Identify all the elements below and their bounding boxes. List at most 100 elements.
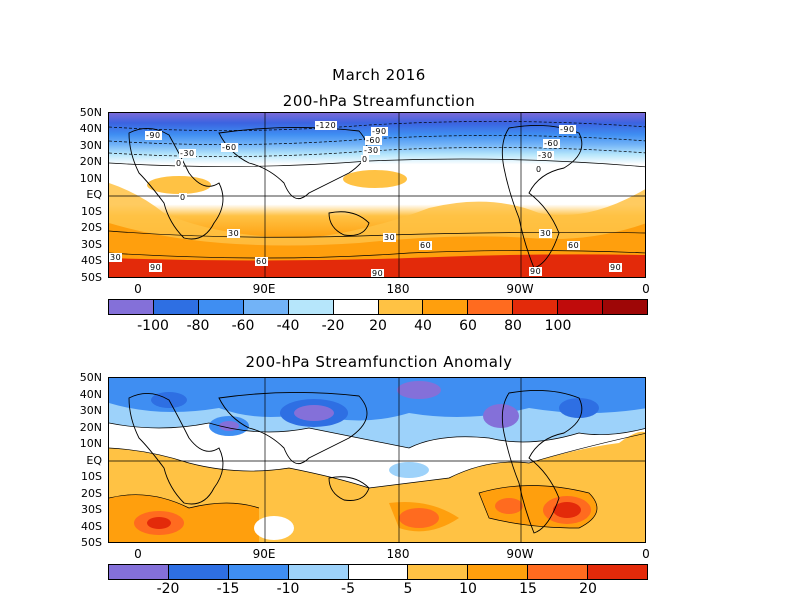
panel2-title: 200-hPa Streamfunction Anomaly: [245, 353, 513, 371]
colorbar-label: 60: [459, 318, 477, 334]
contour-label: 0: [361, 155, 369, 164]
contour-label: -30: [537, 151, 554, 160]
lat-label: 30S: [81, 503, 102, 516]
contour-label: 90: [371, 269, 385, 278]
colorbar-swatch: [109, 565, 169, 579]
contour-label: 0: [175, 159, 183, 168]
panel1-title: 200-hPa Streamfunction: [282, 92, 476, 110]
contour-label: 30: [539, 229, 553, 238]
colorbar-label: -5: [341, 581, 355, 597]
colorbar-swatch: [109, 300, 154, 314]
colorbar-swatch: [198, 300, 244, 314]
contour-label: 90: [609, 263, 623, 272]
colorbar-label: 20: [579, 581, 597, 597]
colorbar-label: 5: [403, 581, 413, 597]
lon-label: 90E: [252, 282, 276, 296]
contour-label: 0: [535, 165, 543, 174]
contour-label: -30: [179, 149, 196, 158]
streamfunction-anomaly-map: [108, 377, 646, 543]
colorbar-swatch: [288, 300, 334, 314]
contour-label: 30: [109, 253, 123, 262]
panel2-colorbar: [108, 564, 648, 580]
colorbar-label: 10: [459, 581, 477, 597]
lat-label: 40N: [79, 122, 102, 135]
contour-label: -90: [145, 131, 162, 140]
lat-label: 20N: [79, 421, 102, 434]
contour-label: -90: [559, 125, 576, 134]
panel1-colorbar: [108, 299, 648, 315]
colorbar-label: -20: [321, 318, 345, 334]
lat-label: 50S: [81, 536, 102, 549]
colorbar-label: 100: [544, 318, 572, 334]
lat-label: 30N: [79, 139, 102, 152]
colorbar-label: -40: [276, 318, 300, 334]
lat-label: 10N: [79, 437, 102, 450]
lat-label: 50N: [79, 106, 102, 119]
contour-label: -60: [221, 143, 238, 152]
colorbar-swatch: [528, 565, 589, 579]
figure-month-title: March 2016: [332, 66, 426, 84]
contour-label: 90: [149, 263, 163, 272]
lat-label: 20S: [81, 487, 102, 500]
colorbar-swatch: [168, 565, 229, 579]
lon-label: 0: [134, 547, 142, 561]
lon-label: 0: [642, 282, 650, 296]
contour-label: 60: [567, 241, 581, 250]
lon-label: 90E: [252, 547, 276, 561]
lon-label: 180: [386, 282, 410, 296]
colorbar-label: 80: [504, 318, 522, 334]
contour-label: 90: [529, 267, 543, 276]
lat-label: EQ: [86, 188, 102, 201]
lat-label: 30S: [81, 238, 102, 251]
colorbar-swatch: [558, 300, 604, 314]
colorbar-swatch: [408, 565, 469, 579]
colorbar-swatch: [228, 565, 289, 579]
contour-label: -60: [543, 139, 560, 148]
streamfunction-map: -90 -60 -30 0 -120 -90 -60 -30 0 -90 -60…: [108, 112, 646, 278]
colorbar-swatch: [243, 300, 289, 314]
contour-label: 30: [383, 233, 397, 242]
colorbar-label: -20: [156, 581, 180, 597]
colorbar-label: 15: [519, 581, 537, 597]
lat-label: 20S: [81, 221, 102, 234]
colorbar-swatch: [378, 300, 424, 314]
contour-label: -30: [363, 146, 380, 155]
contour-label: 30: [227, 229, 241, 238]
colorbar-label: -15: [216, 581, 240, 597]
colorbar-swatch: [588, 565, 648, 579]
colorbar-swatch: [348, 565, 409, 579]
colorbar-swatch: [288, 565, 349, 579]
lat-label: 40S: [81, 254, 102, 267]
lon-label: 0: [134, 282, 142, 296]
lat-label: 50N: [79, 371, 102, 384]
lon-label: 90W: [506, 547, 534, 561]
lon-label: 180: [386, 547, 410, 561]
colorbar-swatch: [333, 300, 379, 314]
colorbar-swatch: [513, 300, 559, 314]
lat-label: 10S: [81, 205, 102, 218]
lat-label: 40N: [79, 388, 102, 401]
colorbar-label: 20: [369, 318, 387, 334]
lat-label: 20N: [79, 155, 102, 168]
colorbar-label: -80: [186, 318, 210, 334]
lat-label: EQ: [86, 454, 102, 467]
colorbar-swatch: [423, 300, 469, 314]
lat-label: 50S: [81, 271, 102, 284]
lat-label: 40S: [81, 520, 102, 533]
colorbar-label: -10: [276, 581, 300, 597]
colorbar-label: -100: [137, 318, 169, 334]
lat-label: 10S: [81, 470, 102, 483]
contour-label: 60: [255, 257, 269, 266]
contour-label: -60: [365, 136, 382, 145]
lat-label: 10N: [79, 172, 102, 185]
colorbar-label: 40: [414, 318, 432, 334]
colorbar-swatch: [468, 300, 514, 314]
contour-label: 0: [179, 193, 187, 202]
lat-label: 30N: [79, 404, 102, 417]
lon-label: 90W: [506, 282, 534, 296]
colorbar-label: -60: [231, 318, 255, 334]
contour-label: 60: [419, 241, 433, 250]
colorbar-swatch: [153, 300, 199, 314]
lon-label: 0: [642, 547, 650, 561]
contour-label: -120: [315, 121, 338, 130]
